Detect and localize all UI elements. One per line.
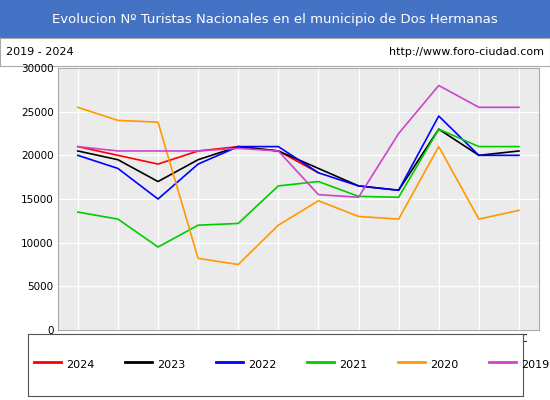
Text: 2022: 2022	[248, 360, 277, 370]
Text: 2019: 2019	[521, 360, 549, 370]
Text: 2023: 2023	[157, 360, 185, 370]
Text: 2019 - 2024: 2019 - 2024	[6, 47, 73, 57]
Text: 2020: 2020	[430, 360, 459, 370]
Text: http://www.foro-ciudad.com: http://www.foro-ciudad.com	[389, 47, 544, 57]
Text: 2021: 2021	[339, 360, 367, 370]
Text: Evolucion Nº Turistas Nacionales en el municipio de Dos Hermanas: Evolucion Nº Turistas Nacionales en el m…	[52, 12, 498, 26]
Text: 2024: 2024	[66, 360, 94, 370]
